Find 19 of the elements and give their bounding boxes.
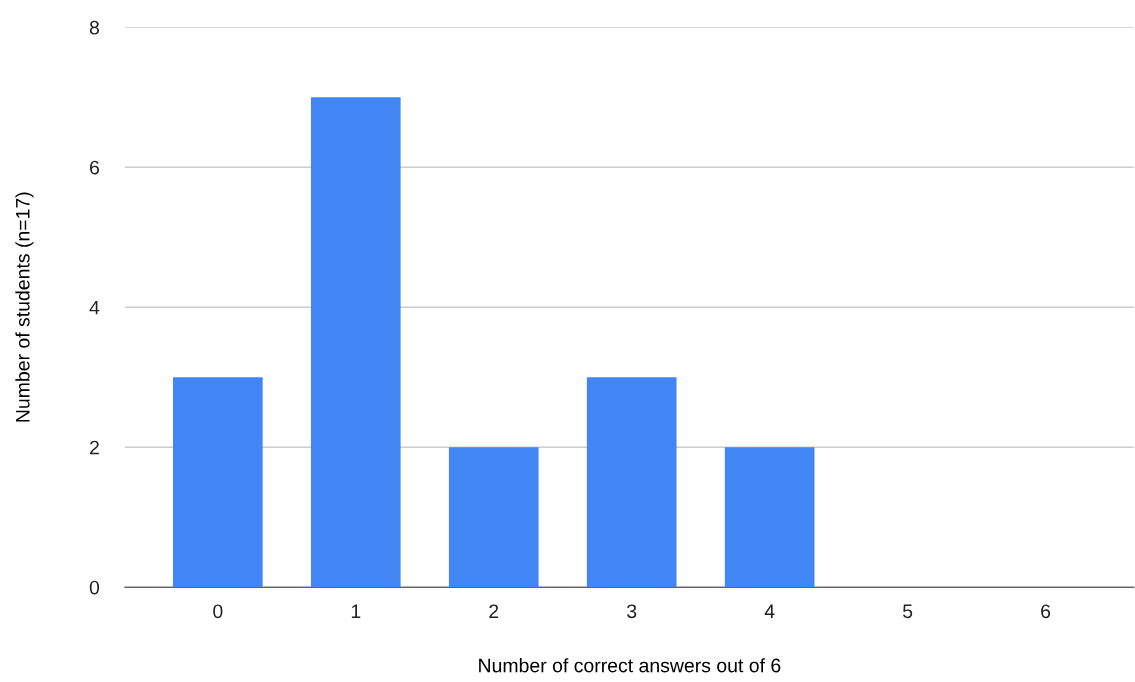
x-tick-label: 5 bbox=[902, 604, 913, 619]
x-tick-label: 2 bbox=[489, 604, 499, 618]
y-tick-label: 8 bbox=[89, 20, 100, 35]
x-tick-label: 3 bbox=[627, 604, 637, 619]
bar bbox=[173, 377, 263, 588]
x-tick-label: 6 bbox=[1041, 604, 1051, 619]
x-tick-label: 1 bbox=[351, 604, 361, 618]
x-axis-title: Number of correct answers out of 6 bbox=[479, 658, 781, 673]
bar bbox=[724, 447, 815, 588]
bar bbox=[586, 377, 677, 588]
bar bbox=[448, 447, 539, 588]
y-tick-label: 2 bbox=[90, 440, 99, 455]
y-tick-label: 4 bbox=[89, 300, 100, 315]
y-tick-label: 0 bbox=[89, 580, 100, 595]
bar bbox=[310, 97, 401, 588]
x-tick-label: 4 bbox=[764, 604, 775, 618]
y-axis-title: Number of students (n=17) bbox=[15, 192, 34, 422]
y-tick-label: 6 bbox=[90, 160, 99, 175]
x-tick-label: 0 bbox=[213, 604, 223, 619]
